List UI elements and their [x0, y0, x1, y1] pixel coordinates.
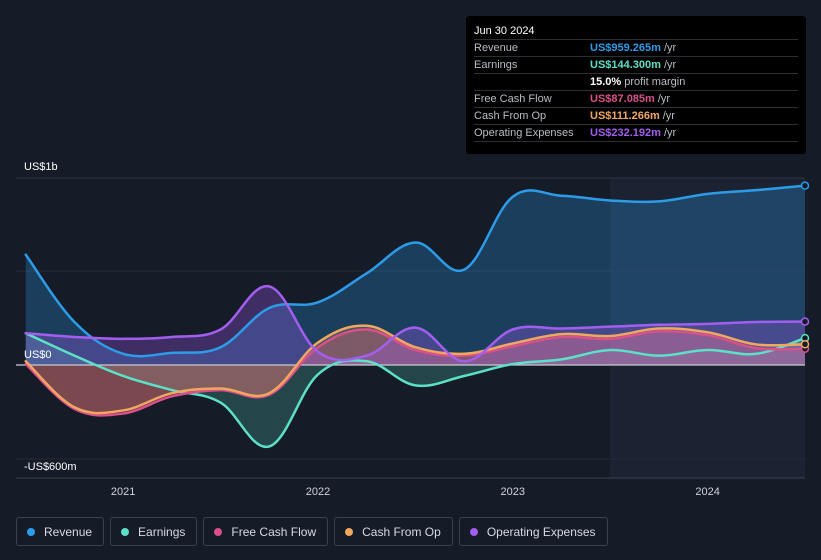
free-cash-flow-dot-icon	[214, 527, 223, 536]
operating-expenses-area	[25, 286, 806, 365]
tooltip-unit: profit margin	[624, 76, 686, 88]
revenue-dot-icon	[27, 527, 35, 536]
tooltip-value: US$959.265m	[590, 42, 661, 54]
data-tooltip: Jun 30 2024 Revenue US$959.265m /yr Earn…	[466, 16, 806, 154]
tooltip-row-free-cash-flow: Free Cash Flow US$87.085m /yr	[474, 91, 798, 108]
revenue-line	[24, 184, 807, 358]
chart-legend: Revenue Earnings Free Cash Flow Cash Fro…	[16, 517, 608, 546]
y-label-top: US$1b	[24, 161, 58, 173]
operating-expenses-dot-icon	[469, 527, 478, 536]
legend-item-earnings[interactable]: Earnings	[110, 517, 198, 546]
legend-label: Free Cash Flow	[231, 524, 317, 539]
tooltip-row-cash-from-op: Cash From Op US$111.266m /yr	[474, 108, 798, 125]
operating-expenses-line	[24, 285, 807, 363]
tooltip-label: Cash From Op	[474, 110, 547, 122]
free-cash-flow-line	[24, 328, 807, 417]
tooltip-row-profit-margin: 15.0% profit margin	[474, 74, 798, 91]
legend-item-operating-expenses[interactable]: Operating Expenses	[458, 517, 608, 546]
x-tick-2024: 2024	[695, 486, 719, 498]
cash-from-op-dot-icon	[345, 527, 354, 536]
cash-from-op-end-point	[800, 339, 810, 349]
tooltip-unit: /yr	[663, 42, 677, 54]
tooltip-date: Jun 30 2024	[474, 22, 798, 40]
tooltip-label: Earnings	[474, 59, 518, 71]
y-label-bottom: -US$600m	[24, 461, 77, 473]
earnings-dot-icon	[121, 527, 130, 536]
legend-label: Cash From Op	[362, 524, 441, 539]
legend-item-cash-from-op[interactable]: Cash From Op	[334, 517, 453, 546]
x-tick-2022: 2022	[306, 486, 330, 498]
cash-from-op-area	[25, 325, 806, 414]
legend-label: Operating Expenses	[486, 524, 596, 539]
y-label-zero: US$0	[24, 349, 52, 361]
earnings-line	[24, 331, 807, 448]
legend-item-free-cash-flow[interactable]: Free Cash Flow	[203, 517, 329, 546]
legend-item-revenue[interactable]: Revenue	[16, 517, 105, 546]
tooltip-unit: /yr	[657, 93, 671, 105]
x-tick-2023: 2023	[501, 486, 525, 498]
operating-expenses-end-point	[800, 317, 810, 326]
tooltip-unit: /yr	[663, 127, 677, 139]
legend-label: Earnings	[138, 524, 186, 539]
tooltip-value: US$144.300m	[590, 59, 661, 71]
tooltip-label: Free Cash Flow	[474, 93, 552, 105]
tooltip-unit: /yr	[663, 59, 677, 71]
tooltip-row-operating-expenses: Operating Expenses US$232.192m /yr	[474, 125, 798, 142]
tooltip-row-earnings: Earnings US$144.300m /yr	[474, 57, 798, 74]
legend-label: Revenue	[44, 524, 93, 539]
tooltip-value: US$87.085m	[590, 93, 655, 105]
tooltip-label: Operating Expenses	[474, 127, 574, 139]
x-tick-2021: 2021	[111, 486, 135, 498]
revenue-area	[25, 185, 806, 365]
tooltip-unit: /yr	[662, 110, 675, 122]
tooltip-label	[474, 74, 590, 90]
tooltip-value: 15.0%	[590, 76, 622, 88]
forecast-region	[610, 178, 805, 478]
tooltip-value: US$232.192m	[590, 127, 661, 139]
tooltip-value: US$111.266m	[590, 110, 660, 122]
tooltip-row-revenue: Revenue US$959.265m /yr	[474, 40, 798, 57]
tooltip-label: Revenue	[474, 42, 519, 54]
revenue-end-point	[800, 181, 810, 190]
earnings-area	[25, 333, 806, 447]
cash-from-op-line	[24, 324, 807, 415]
